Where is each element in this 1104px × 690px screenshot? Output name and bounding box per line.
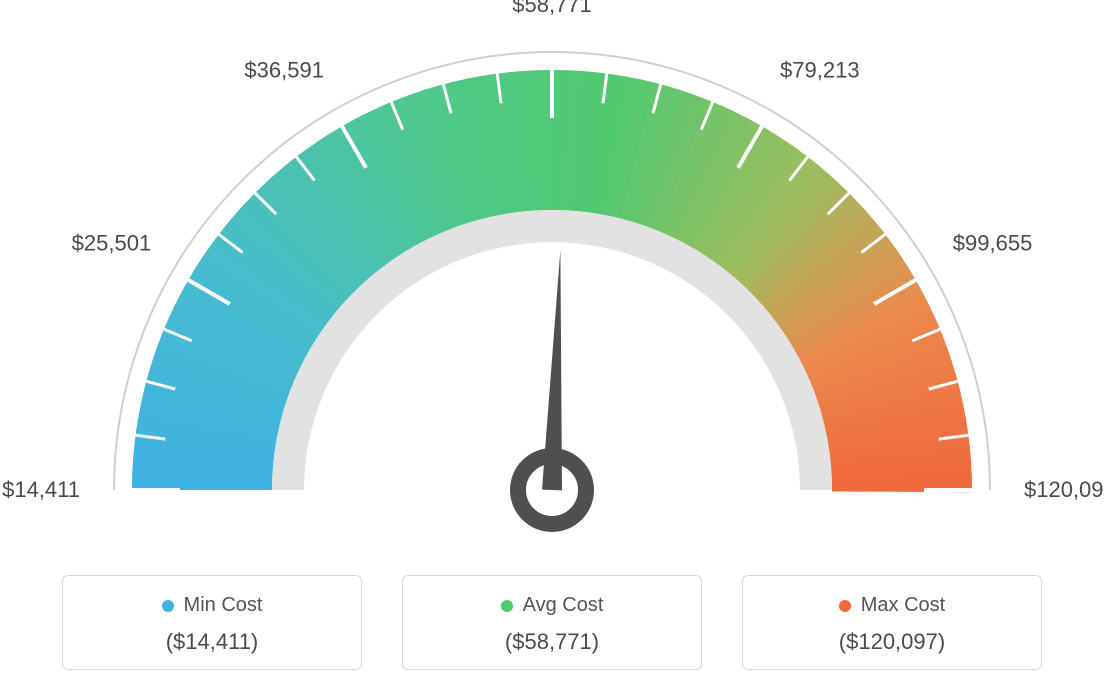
legend-min: Min Cost ($14,411) [62,575,362,670]
scale-label: $58,771 [512,0,592,18]
legend-avg-value: ($58,771) [413,629,691,655]
scale-label: $120,097 [1024,477,1104,503]
scale-label: $99,655 [953,231,1033,257]
scale-label: $25,501 [72,231,152,257]
gauge-chart-container: $14,411 $25,501 $36,591 $58,771 $79,213 $99,6… [0,0,1104,690]
gauge-area: $14,411 $25,501 $36,591 $58,771 $79,213 $99,6… [0,0,1104,550]
legend-avg-label: Avg Cost [523,594,604,617]
legend-row: Min Cost ($14,411) Avg Cost ($58,771) Ma… [0,575,1104,670]
dot-icon [501,600,513,612]
legend-max-label: Max Cost [861,594,945,617]
dot-icon [162,600,174,612]
legend-min-value: ($14,411) [73,629,351,655]
legend-max-title: Max Cost [839,594,945,617]
legend-avg: Avg Cost ($58,771) [402,575,702,670]
legend-min-title: Min Cost [162,594,263,617]
legend-max: Max Cost ($120,097) [742,575,1042,670]
scale-label: $14,411 [2,477,80,503]
legend-max-value: ($120,097) [753,629,1031,655]
legend-min-label: Min Cost [184,594,263,617]
scale-label: $36,591 [244,58,324,84]
scale-label: $79,213 [780,58,860,84]
gauge-svg [0,0,1104,550]
dot-icon [839,600,851,612]
legend-avg-title: Avg Cost [501,594,604,617]
